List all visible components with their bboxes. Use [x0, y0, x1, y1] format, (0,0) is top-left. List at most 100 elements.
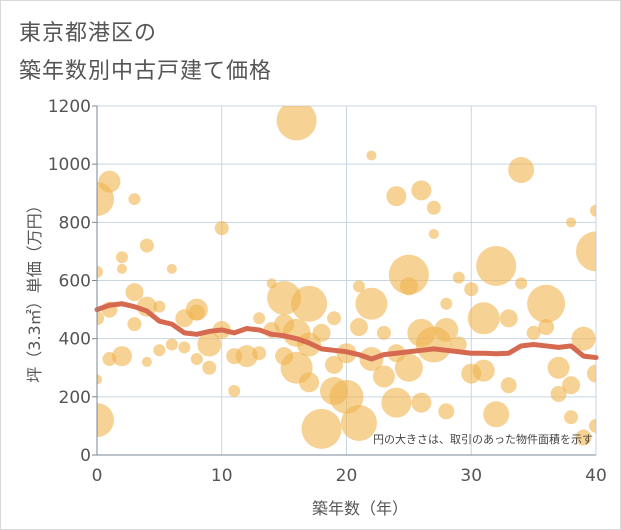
bubble-point — [564, 410, 579, 425]
bubble-point — [366, 150, 377, 161]
bubble-point — [464, 282, 479, 297]
bubble-point — [386, 186, 407, 207]
bubble-point — [127, 317, 142, 332]
bubble-point — [325, 355, 344, 374]
bubble-point — [575, 429, 592, 446]
bubble-point — [125, 283, 144, 302]
chart-title-line-1: 東京都港区の — [19, 21, 158, 46]
bubble-point — [166, 263, 177, 274]
bubble-point — [97, 311, 104, 326]
bubble-point — [467, 302, 500, 335]
bubble-point — [526, 325, 541, 340]
bubble-point — [476, 245, 517, 286]
bubble-point — [128, 193, 141, 206]
bubble-point — [411, 180, 432, 201]
bubble-point — [276, 106, 317, 141]
y-tick-label: 600 — [59, 272, 91, 292]
bubble-point — [547, 356, 570, 379]
bubble-point — [562, 376, 581, 395]
y-tick-label: 800 — [59, 213, 91, 233]
bubble-point — [587, 364, 596, 383]
bubble-point — [214, 221, 229, 236]
bubble-point — [440, 297, 453, 310]
bubble-point — [202, 360, 217, 375]
bubble-point — [571, 326, 596, 351]
bubble-point — [372, 365, 395, 388]
bubble-point — [538, 319, 555, 336]
bubble-point — [527, 284, 566, 323]
bubble-point — [381, 387, 412, 418]
bubble-point — [508, 156, 535, 183]
bubble-point — [394, 353, 423, 382]
bubble-point — [97, 265, 103, 278]
bubble-point — [483, 401, 510, 428]
bubble-point — [566, 217, 577, 228]
bubble-point — [235, 345, 258, 368]
bubble-point — [452, 271, 465, 284]
y-tick-label: 1000 — [48, 155, 91, 175]
size-note: 円の大きさは、取引のあった物件面積を示す — [373, 432, 593, 446]
bubble-point — [111, 346, 132, 367]
bubble-point — [349, 318, 368, 337]
trend-line-layer — [94, 301, 599, 362]
bubble-point — [252, 346, 267, 361]
bubble-point — [115, 251, 128, 264]
bubble-point — [165, 338, 178, 351]
bubble-point — [500, 377, 517, 394]
bubble-point — [590, 204, 596, 217]
bubble-point — [438, 403, 455, 420]
bubble-point — [178, 341, 191, 354]
bubble-point — [301, 408, 342, 449]
bubble-point — [352, 280, 365, 293]
bubble-point — [228, 385, 241, 398]
bubble-point — [97, 374, 102, 385]
bubble-point — [388, 254, 429, 295]
bubble-point — [399, 277, 418, 296]
bubble-point — [312, 323, 331, 342]
bubble-point — [188, 304, 205, 321]
chart-title-line-2: 築年数別中古戸建て価格 — [19, 59, 273, 84]
y-axis-title: 坪（3.3㎡）単価（万円） — [25, 197, 44, 382]
bubble-point — [141, 356, 152, 367]
bubble-point — [197, 332, 222, 357]
x-axis-title: 築年数（年） — [312, 499, 408, 518]
y-tick-label: 400 — [59, 330, 91, 350]
bubble-point — [576, 231, 596, 272]
x-tick-label: 10 — [211, 466, 233, 486]
bubble-point — [340, 405, 377, 442]
bubble-point — [434, 317, 459, 342]
bubble-point — [589, 418, 596, 433]
average-price-line — [94, 301, 599, 362]
x-tick-label: 0 — [92, 466, 103, 486]
bubble-point — [515, 277, 528, 290]
x-tick-label: 20 — [336, 466, 358, 486]
bubble-point — [253, 312, 266, 325]
bubble-point — [98, 170, 121, 193]
bubble-point — [116, 263, 127, 274]
bubble-point — [499, 309, 518, 328]
bubble-point — [97, 403, 114, 438]
x-tick-label: 30 — [460, 466, 482, 486]
x-tick-label: 40 — [585, 466, 607, 486]
bubble-point — [153, 344, 166, 357]
bubble-point — [327, 311, 342, 326]
bubble-point — [426, 200, 441, 215]
bubble-point — [376, 325, 391, 340]
bubble-point — [153, 300, 166, 313]
bubble-point — [472, 359, 495, 382]
bubble-point — [299, 372, 320, 393]
bubble-point — [291, 285, 328, 322]
bubble-point — [428, 228, 439, 239]
y-tick-label: 1200 — [48, 97, 91, 117]
bubble-point — [450, 336, 467, 353]
bubble-point — [355, 287, 388, 320]
bubble-point — [329, 379, 364, 414]
bubble-point — [411, 392, 432, 413]
y-tick-label: 0 — [80, 446, 91, 466]
bubble-point — [190, 353, 203, 366]
axes: 0 200 400 600 800 1000 1200 0 10 20 30 40 — [48, 97, 607, 486]
y-tick-label: 200 — [59, 388, 91, 408]
bubble-point — [550, 385, 567, 402]
bubble-point — [139, 238, 154, 253]
